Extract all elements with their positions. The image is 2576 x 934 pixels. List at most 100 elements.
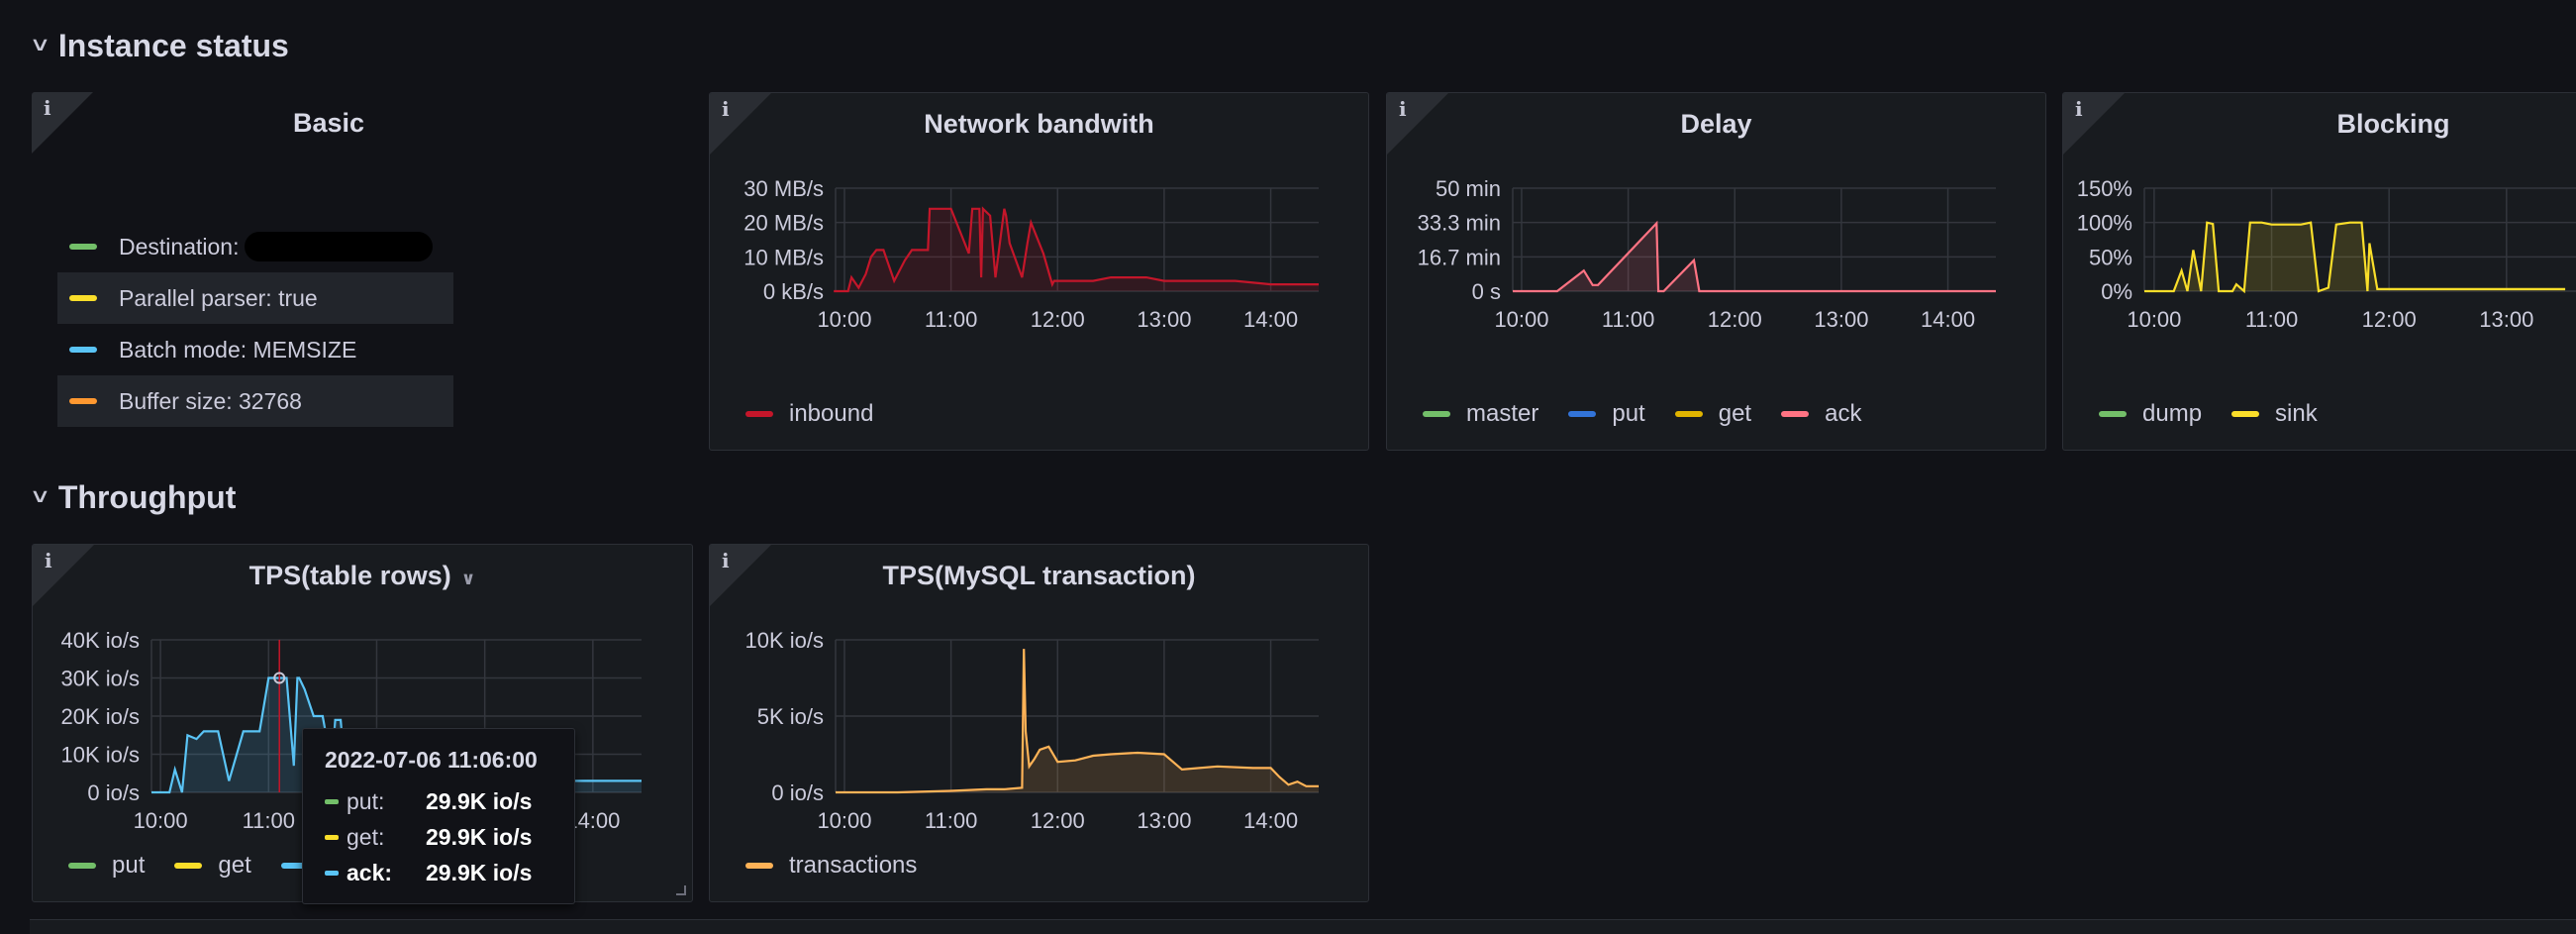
tooltip-row-ack: ack: 29.9K io/s (325, 855, 552, 890)
legend-label: master (1466, 400, 1539, 427)
redacted-value (245, 232, 434, 261)
panel-tps-table-rows[interactable]: i TPS(table rows) ∨ 0 io/s 10K io/s 20K io/… (32, 544, 693, 902)
tooltip-value: 29.9K io/s (426, 823, 533, 850)
y-tick-label: 30K io/s (61, 667, 141, 691)
legend-item-inbound[interactable]: inbound (745, 400, 873, 428)
panel-title[interactable]: TPS(table rows) ∨ (33, 561, 692, 591)
tooltip-label: get: (347, 823, 385, 850)
legend-label: ack (1825, 400, 1862, 427)
tooltip-row-put: put: 29.9K io/s (325, 783, 552, 819)
panel-network-bandwith[interactable]: i Network bandwith 0 kB/s 10 MB/s 20 MB/s 3… (709, 92, 1369, 451)
info-icon[interactable]: i (1399, 97, 1407, 121)
y-tick-label: 0 s (1472, 279, 1501, 304)
legend-swatch (325, 798, 339, 804)
legend-swatch (745, 863, 773, 869)
legend-swatch (69, 398, 97, 404)
legend-swatch (325, 870, 339, 876)
legend-item-ack[interactable]: ack (1781, 400, 1861, 428)
series-line-ack (151, 676, 642, 794)
legend-item-dump[interactable]: dump (2099, 400, 2202, 428)
tooltip-value: 29.9K io/s (426, 787, 533, 814)
panel-title: Network bandwith (924, 109, 1154, 139)
legend-swatch (1423, 411, 1450, 417)
chart-tps-mysql[interactable]: 0 io/s 5K io/s 10K io/s 10:00 11:00 12:00 13:0… (710, 624, 1368, 842)
info-corner (32, 92, 93, 154)
x-tick-label: 14:00 (1243, 307, 1298, 332)
resize-handle[interactable] (676, 885, 686, 895)
legend-label: put (112, 852, 146, 879)
legend-item-master[interactable]: master (1423, 400, 1538, 428)
y-tick-label: 0% (2101, 279, 2132, 304)
info-corner (33, 545, 94, 606)
x-tick-label: 10:00 (817, 808, 871, 833)
y-tick-label: 20K io/s (61, 704, 141, 729)
y-tick-label: 100% (2077, 211, 2132, 236)
info-icon[interactable]: i (722, 97, 730, 121)
panel-blocking[interactable]: i Blocking 0% 50% 100% 150% 10:00 11:00 12:00 1… (2062, 92, 2576, 451)
legend-item-sink[interactable]: sink (2231, 400, 2318, 428)
panel-title: Basic (292, 108, 365, 138)
x-tick-label: 11:00 (925, 808, 977, 833)
series-area-inbound (834, 208, 1319, 291)
y-tick-label: 30 MB/s (743, 176, 824, 201)
chart-network[interactable]: 0 kB/s 10 MB/s 20 MB/s 30 MB/s 10:00 11:00 12:… (710, 172, 1368, 390)
series-line-sink (2144, 221, 2566, 294)
stat-buffer-size: Buffer size: 32768 (57, 375, 453, 427)
stat-label: Batch mode: MEMSIZE (119, 336, 357, 363)
x-tick-label: 13:00 (1137, 307, 1191, 332)
legend-item-transactions[interactable]: transactions (745, 852, 917, 880)
row-title-label: Throughput (57, 478, 237, 515)
legend-swatch (69, 244, 97, 250)
info-icon[interactable]: i (44, 96, 51, 120)
y-tick-label: 0 kB/s (763, 279, 824, 304)
info-icon[interactable]: i (2075, 97, 2083, 121)
stat-batch-mode: Batch mode: MEMSIZE (57, 324, 453, 375)
legend-label: get (1718, 400, 1752, 427)
legend-swatch (325, 834, 339, 840)
chevron-down-icon: ˅ (32, 33, 49, 57)
panel-tps-mysql-transaction[interactable]: i TPS(MySQL transaction) 0 io/s 5K io/s 10… (709, 544, 1369, 902)
y-tick-label: 50% (2089, 245, 2132, 269)
panel-delay[interactable]: i Delay 0 s 16.7 min 33.3 min 50 min 10:00 11… (1386, 92, 2046, 451)
tooltip-label: ack: (347, 859, 393, 885)
series-area-ack (151, 677, 642, 792)
x-tick-label: 13:00 (2479, 307, 2533, 332)
chart-delay[interactable]: 0 s 16.7 min 33.3 min 50 min 10:00 11:00 12:00… (1387, 172, 2045, 390)
row-throughput[interactable]: ˅ Throughput (32, 477, 237, 517)
series-area-transactions (836, 649, 1319, 792)
series-line-inbound (834, 206, 1319, 293)
stat-label: Buffer size: 32768 (119, 387, 302, 414)
legend-label: transactions (789, 852, 918, 879)
chart-blocking[interactable]: 0% 50% 100% 150% 10:00 11:00 12:00 13:00 (2063, 172, 2576, 390)
legend-label: sink (2275, 400, 2318, 427)
legend-swatch (1674, 411, 1703, 417)
y-tick-label: 40K io/s (61, 628, 141, 653)
legend-item-get[interactable]: get (1674, 400, 1752, 428)
info-icon[interactable]: i (45, 549, 52, 572)
legend-swatch (69, 347, 97, 353)
stat-label: Parallel parser: true (119, 284, 318, 311)
x-tick-label: 13:00 (1814, 307, 1868, 332)
hover-tooltip: 2022-07-06 11:06:00 put: 29.9K io/s get:… (302, 728, 575, 904)
x-tick-label: 11:00 (2245, 307, 2298, 332)
chevron-down-icon[interactable]: ∨ (460, 569, 476, 588)
legend-item-get[interactable]: get (174, 852, 251, 880)
info-corner (710, 93, 771, 155)
info-corner (710, 545, 771, 606)
x-tick-label: 14:00 (1243, 808, 1298, 833)
row-instance-status[interactable]: ˅ Instance status (32, 26, 289, 65)
info-icon[interactable]: i (722, 549, 730, 572)
x-tick-label: 12:00 (2362, 307, 2417, 332)
chevron-down-icon: ˅ (32, 484, 49, 509)
legend-label: inbound (789, 400, 874, 427)
x-tick-label: 11:00 (925, 307, 977, 332)
series-area-ack (1513, 223, 1996, 291)
stat-label: Destination: (119, 233, 240, 259)
legend-item-put[interactable]: put (68, 852, 145, 880)
legend-swatch (174, 863, 203, 869)
legend-item-put[interactable]: put (1568, 400, 1645, 428)
panel-title: TPS(MySQL transaction) (882, 561, 1196, 590)
panel-title-label: TPS(table rows) (248, 561, 451, 590)
tooltip-value: 29.9K io/s (426, 859, 533, 885)
x-tick-label: 10:00 (2127, 307, 2181, 332)
